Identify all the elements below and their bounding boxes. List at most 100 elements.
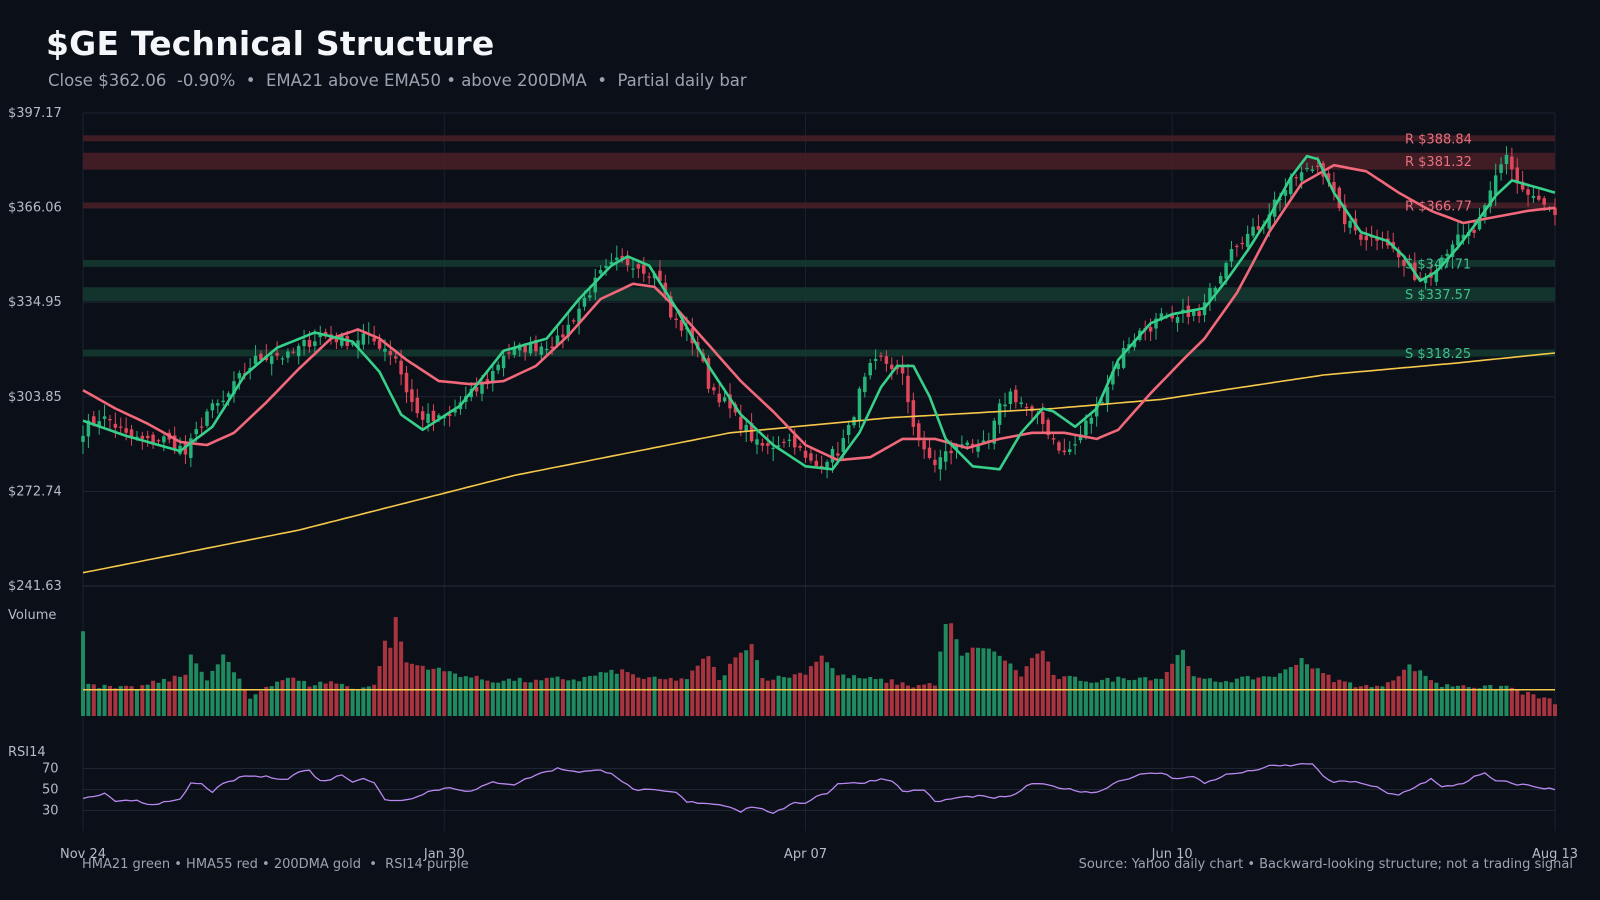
candle [1526,183,1530,207]
candle [420,406,425,431]
volume-bar [1552,704,1558,716]
volume-bar [625,672,630,716]
volume-bar [312,685,317,716]
candle [1510,147,1514,181]
volume-bar [905,685,910,716]
candle [1067,441,1072,455]
volume-bar [1434,682,1439,716]
resistance-zone [83,202,1555,209]
candle [1197,304,1201,324]
volume-bar [172,675,177,716]
volume-bar [1089,682,1094,716]
volume-bar [647,677,652,716]
volume-bar [253,694,258,716]
volume-bar [701,658,706,716]
candle [642,257,646,282]
volume-bar [830,668,835,716]
volume-bar [1547,698,1552,716]
volume-bar [1067,675,1072,716]
volume-bar [140,685,145,716]
volume-bar [506,678,511,716]
volume-bar [1245,676,1250,716]
candle [933,450,937,473]
volume-bar [965,652,970,716]
candle [900,355,905,385]
candle [1520,170,1525,193]
volume-bar [1143,677,1148,716]
volume-bar [1272,676,1277,716]
volume-bar [636,677,641,716]
date-tick-label: Jun 10 [1151,847,1193,862]
candle [1537,189,1541,202]
volume-bar [1472,687,1477,716]
volume-bar [442,671,447,716]
candle [356,330,360,359]
candle [674,312,678,329]
volume-bar [183,674,188,716]
volume-bar [604,672,609,716]
volume-bar [997,655,1002,716]
volume-bar [1477,688,1482,716]
volume-bar [1116,676,1121,716]
volume-bar [922,684,927,716]
volume-bar [641,678,646,716]
candle [1235,243,1239,257]
candle [766,434,770,455]
volume-bar [1337,679,1342,716]
volume-bar [1024,666,1029,716]
volume-bar [296,680,301,716]
candle [604,258,608,276]
volume-bar [1078,680,1083,716]
volume-bar [275,681,280,716]
candle [415,388,420,418]
candle [1504,146,1509,175]
candle [571,318,576,325]
volume-bar [1385,682,1390,716]
volume-bar [717,680,722,716]
candle [609,253,614,267]
volume-bar [382,640,387,716]
volume-bar [857,678,862,716]
volume-bar [1326,674,1331,716]
volume-bar [124,685,129,716]
candle [658,260,662,284]
rsi-line [82,762,1556,815]
volume-bar [1127,680,1132,716]
price-tick-label: $397.17 [8,106,62,121]
candle [86,413,91,449]
support-resistance-zones [83,135,1555,357]
candle [1014,385,1018,409]
candle [1062,438,1067,456]
volume-bar [1110,681,1115,716]
volume-bar [258,690,263,716]
volume-bar [803,674,808,716]
volume-bar [852,675,857,716]
volume-bar [1380,686,1385,716]
volume-bar [1375,685,1380,716]
volume-bar [458,677,463,716]
volume-bar [221,654,226,716]
candle [1332,172,1336,201]
volume-bar [1321,673,1326,716]
volume-bar [1288,667,1293,716]
volume-bar [873,679,878,716]
date-tick-label: Jan 30 [423,847,465,862]
volume-bar [210,670,215,716]
volume-bar [501,680,506,716]
volume-bar [992,651,997,716]
candle [388,340,393,366]
volume-bar [1164,671,1169,716]
volume-bar [814,661,819,716]
candle [981,430,986,445]
volume-bar [134,689,139,716]
volume-bar [231,672,236,716]
volume-bar [959,655,964,716]
volume-bar [1175,654,1180,716]
candle [491,363,495,392]
rsi-tick-label: 70 [42,762,59,777]
volume-bar [1461,685,1466,716]
volume-bar [1482,685,1487,716]
volume-bar [1224,681,1229,716]
volume-bar [329,681,334,716]
